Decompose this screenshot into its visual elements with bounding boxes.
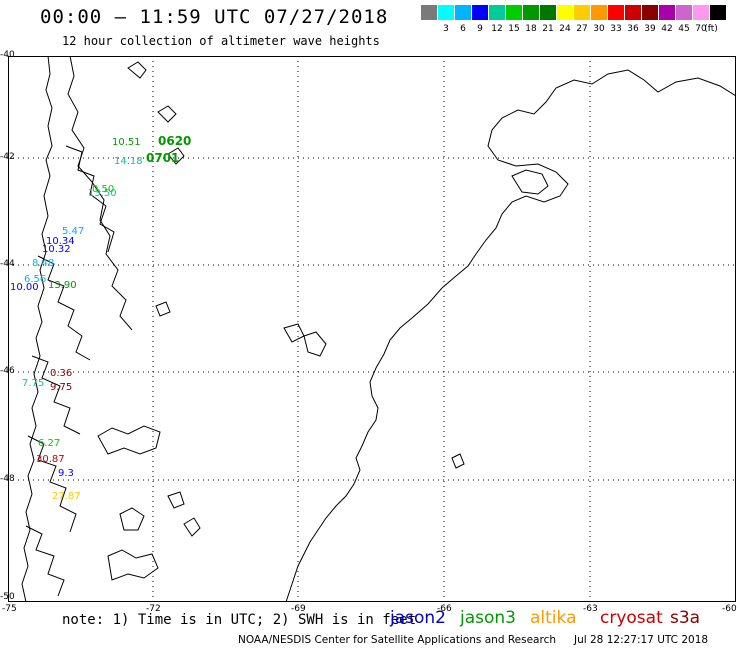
mission-label-jason3: jason3 xyxy=(460,608,516,628)
lat-lon-grid xyxy=(8,56,736,602)
legend-tick-label: 33 xyxy=(610,24,622,34)
legend-swatch xyxy=(421,5,437,20)
units-note: note: 1) Time is in UTC; 2) SWH is in fe… xyxy=(62,612,417,628)
wave-height-observation: 5.47 xyxy=(62,226,84,237)
wave-height-observation: 10.32 xyxy=(42,244,71,255)
legend-swatch xyxy=(574,5,590,20)
latitude-label: -42 xyxy=(0,152,15,162)
generation-timestamp: Jul 28 12:27:17 UTC 2018 xyxy=(574,634,709,646)
map-frame xyxy=(8,56,736,602)
legend-swatch xyxy=(472,5,488,20)
legend-tick-label: 30 xyxy=(593,24,605,34)
legend-tick-label: 27 xyxy=(576,24,588,34)
wave-height-observation: 30.87 xyxy=(36,454,65,465)
wave-height-observation: 10.34 xyxy=(46,236,75,247)
legend-tick-label: 15 xyxy=(508,24,520,34)
legend-tick-label: 36 xyxy=(627,24,639,34)
wave-height-observation: 0620 xyxy=(158,134,191,148)
wave-height-color-scale: 3 6 9 12 15 18 21 24 27 30 33 36 39 42 45 70 (ft) xyxy=(421,5,727,34)
longitude-label: -69 xyxy=(291,604,306,614)
legend-swatch xyxy=(557,5,573,20)
legend-tick-label: 12 xyxy=(491,24,503,34)
legend-tick-label: 9 xyxy=(477,24,483,34)
legend-tick-label: 24 xyxy=(559,24,571,34)
wave-height-observation: 10.51 xyxy=(112,137,141,148)
map-title: 00:00 – 11:59 UTC 07/27/2018 xyxy=(40,6,389,28)
legend-swatch xyxy=(642,5,658,20)
wave-height-observation: 0.50 xyxy=(92,184,114,195)
wave-height-observation: 0701 xyxy=(146,151,179,165)
wave-height-observation: 0.36 xyxy=(50,368,72,379)
legend-tick-label: 70 xyxy=(695,24,707,34)
legend-swatch xyxy=(438,5,454,20)
legend-swatch xyxy=(659,5,675,20)
legend-swatch xyxy=(523,5,539,20)
wave-height-observation: 9.3 xyxy=(58,468,74,479)
wave-height-observation: 14.18 xyxy=(114,156,143,167)
legend-swatch xyxy=(591,5,607,20)
legend-unit: (ft) xyxy=(704,24,718,34)
longitude-label: -63 xyxy=(583,604,598,614)
wave-height-observation: 27.87 xyxy=(52,491,81,502)
latitude-label: -48 xyxy=(0,474,15,484)
legend-tick-label: 18 xyxy=(525,24,537,34)
legend-tick-label: 42 xyxy=(661,24,673,34)
mission-label-altika: altika xyxy=(530,608,577,628)
credit-text: NOAA/NESDIS Center for Satellite Applica… xyxy=(238,634,556,646)
legend-swatch xyxy=(676,5,692,20)
longitude-label: -66 xyxy=(437,604,452,614)
wave-height-observation: 8.48 xyxy=(32,258,54,269)
altimeter-map: 0620 0701 10.51 14.18 0.50 13.50 5.47 10.34 10.3… xyxy=(8,56,736,602)
legend-swatch xyxy=(489,5,505,20)
legend-swatch xyxy=(608,5,624,20)
legend-swatch xyxy=(506,5,522,20)
longitude-label: -75 xyxy=(2,604,17,614)
legend-swatch xyxy=(625,5,641,20)
wave-height-observation: 10.00 xyxy=(10,282,39,293)
legend-swatch xyxy=(540,5,556,20)
map-subtitle: 12 hour collection of altimeter wave hei… xyxy=(62,34,380,48)
mission-label-s3a: s3a xyxy=(670,608,701,628)
legend-tick-label: 3 xyxy=(443,24,449,34)
legend-tick-label: 39 xyxy=(644,24,656,34)
latitude-label: -46 xyxy=(0,366,15,376)
longitude-label: -60 xyxy=(722,604,737,614)
latitude-label: -40 xyxy=(0,50,15,60)
legend-tick-label: 21 xyxy=(542,24,554,34)
chile-coastline xyxy=(21,56,327,602)
latitude-label: -44 xyxy=(0,259,15,269)
legend-tick-label: 6 xyxy=(460,24,466,34)
legend-swatch xyxy=(455,5,471,20)
latitude-label: -50 xyxy=(0,592,15,602)
wave-height-observation: 13.50 xyxy=(88,188,117,199)
wave-height-observation: 6.56 xyxy=(24,274,46,285)
wave-height-observation: 6.27 xyxy=(38,438,60,449)
wave-height-observation: 13.90 xyxy=(48,280,77,291)
legend-tick-label: 45 xyxy=(678,24,690,34)
footer: NOAA/NESDIS Center for Satellite Applica… xyxy=(238,634,708,646)
wave-height-observation: 9.75 xyxy=(50,382,72,393)
longitude-label: -72 xyxy=(146,604,161,614)
mission-label-jason2: jason2 xyxy=(390,608,446,628)
argentina-coastline xyxy=(285,69,736,602)
wave-height-observation: 7.75 xyxy=(22,378,44,389)
mission-label-cryosat: cryosat xyxy=(600,608,663,628)
legend-swatch xyxy=(693,5,709,20)
legend-swatch xyxy=(710,5,726,20)
